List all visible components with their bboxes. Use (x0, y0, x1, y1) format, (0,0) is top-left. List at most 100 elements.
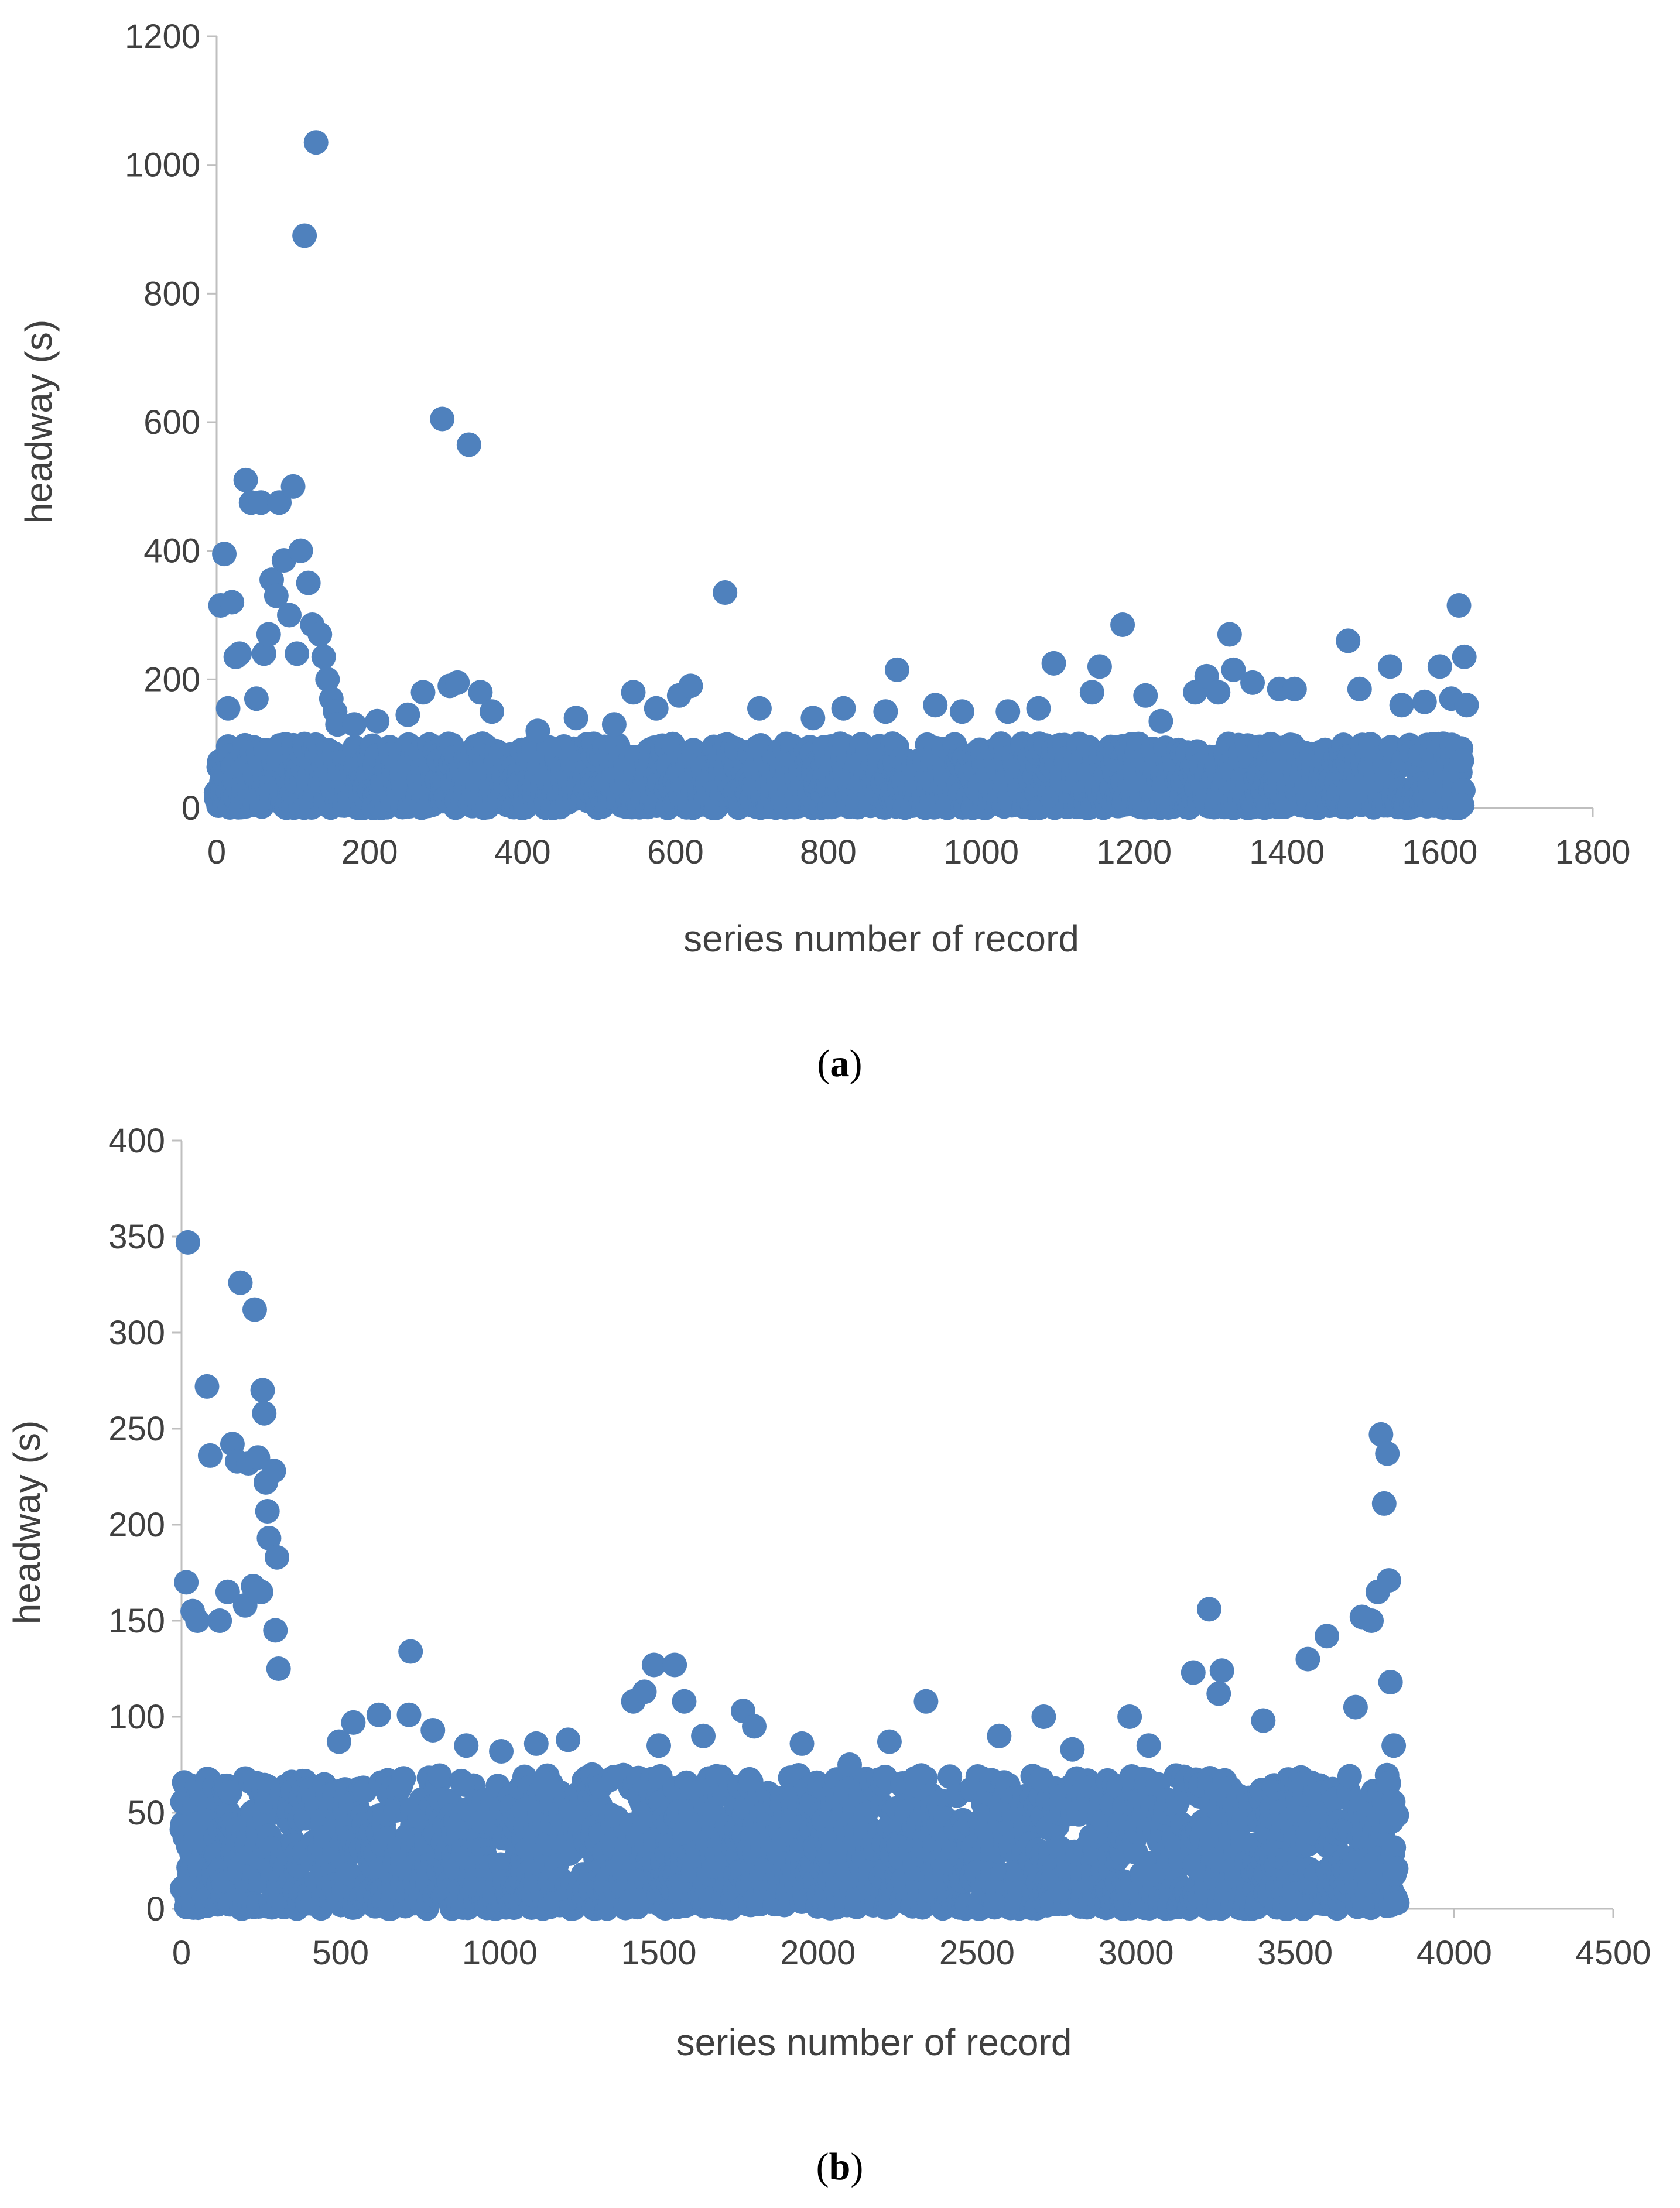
data-point (1221, 657, 1246, 682)
data-point (523, 1731, 549, 1756)
data-point (1375, 1441, 1400, 1466)
y-tick-label: 100 (108, 1698, 165, 1736)
y-tick-label: 200 (108, 1506, 165, 1544)
y-tick-label: 400 (108, 1122, 165, 1160)
data-point (923, 693, 948, 718)
caption-close-paren: ) (850, 1042, 863, 1085)
data-point (1133, 683, 1158, 708)
y-tick-label: 300 (108, 1314, 165, 1352)
data-point (1452, 644, 1477, 669)
data-point (174, 1570, 199, 1595)
x-tick-label: 1000 (462, 1934, 538, 1972)
data-point (1181, 1660, 1206, 1685)
data-point (194, 1374, 220, 1399)
data-point (1087, 654, 1112, 679)
data-point (1449, 748, 1474, 773)
data-point (256, 622, 281, 647)
data-point (277, 603, 302, 628)
x-tick-label: 2000 (780, 1934, 856, 1972)
y-tick-label: 0 (182, 789, 200, 827)
data-point (261, 1459, 286, 1484)
data-point (949, 699, 974, 724)
data-point (420, 1717, 446, 1743)
x-tick-label: 4000 (1416, 1934, 1492, 1972)
data-point (1412, 689, 1437, 714)
data-point (691, 1723, 716, 1748)
data-point (325, 712, 350, 737)
x-axis-label: series number of record (676, 2021, 1072, 2063)
data-point (427, 1763, 452, 1788)
y-tick-label: 200 (143, 660, 200, 699)
data-point (267, 490, 292, 515)
data-point (641, 1652, 666, 1678)
scatter-panel-a: 0 200 400 600 800 1000 1200 0 200 400 600 800 1000 12… (18, 18, 1631, 1085)
y-axis-label: headway (s) (6, 1420, 48, 1625)
data-point (1384, 1856, 1409, 1881)
data-point (1060, 1737, 1085, 1762)
data-point (913, 1689, 939, 1714)
x-tick-label: 500 (312, 1934, 369, 1972)
data-point (1196, 1597, 1221, 1622)
data-point (468, 680, 493, 705)
data-point (1376, 1771, 1401, 1796)
data-point (185, 1608, 210, 1633)
caption-panel-letter: b (829, 2145, 851, 2188)
data-point (678, 673, 703, 699)
data-point (621, 680, 646, 705)
data-point (1240, 670, 1265, 695)
data-point (175, 1230, 200, 1255)
data-point (1251, 1708, 1276, 1733)
data-point (207, 1608, 232, 1633)
data-point (398, 1639, 423, 1664)
x-tick-label: 600 (647, 833, 704, 871)
data-point (1315, 1624, 1339, 1649)
y-tick-label: 350 (108, 1218, 165, 1256)
data-point (430, 406, 455, 432)
data-point (307, 622, 333, 647)
data-point (228, 1270, 253, 1295)
data-point (747, 696, 772, 721)
x-tick-label: 0 (172, 1934, 191, 1972)
data-point (263, 1618, 288, 1643)
data-point (800, 706, 826, 731)
data-point (288, 538, 313, 563)
y-tick-label: 250 (108, 1410, 165, 1448)
x-tick-label: 1400 (1249, 833, 1325, 871)
data-point (1454, 693, 1479, 718)
data-point (220, 590, 245, 615)
data-point (1378, 654, 1403, 679)
data-point (601, 712, 627, 737)
data-point (445, 670, 470, 695)
data-point (873, 699, 898, 724)
data-point (937, 1764, 963, 1789)
data-point (1206, 680, 1231, 705)
data-point (242, 1297, 267, 1322)
data-point (1282, 676, 1307, 701)
data-point (877, 1729, 902, 1754)
data-point (311, 644, 336, 669)
x-tick-label: 3500 (1257, 1934, 1333, 1972)
data-point (837, 1752, 862, 1777)
data-point (265, 1545, 289, 1570)
x-tick-label: 1500 (621, 1934, 696, 1972)
y-tick-label: 600 (143, 403, 200, 441)
data-point (1136, 1733, 1161, 1758)
data-point (1148, 708, 1173, 734)
data-point (1381, 1835, 1407, 1860)
data-point (1337, 1764, 1362, 1789)
data-point (233, 467, 258, 492)
data-point (255, 1499, 280, 1524)
panel-caption: (b) (816, 2145, 864, 2188)
panel-caption: (a) (817, 1042, 863, 1085)
data-point (480, 699, 504, 724)
data-point (454, 1733, 479, 1758)
y-tick-label: 800 (143, 275, 200, 313)
data-point (250, 1378, 275, 1403)
data-point (713, 580, 738, 605)
data-point (644, 696, 669, 721)
data-point (1371, 1491, 1397, 1516)
data-point (1378, 1669, 1403, 1694)
data-point (1209, 1658, 1234, 1683)
